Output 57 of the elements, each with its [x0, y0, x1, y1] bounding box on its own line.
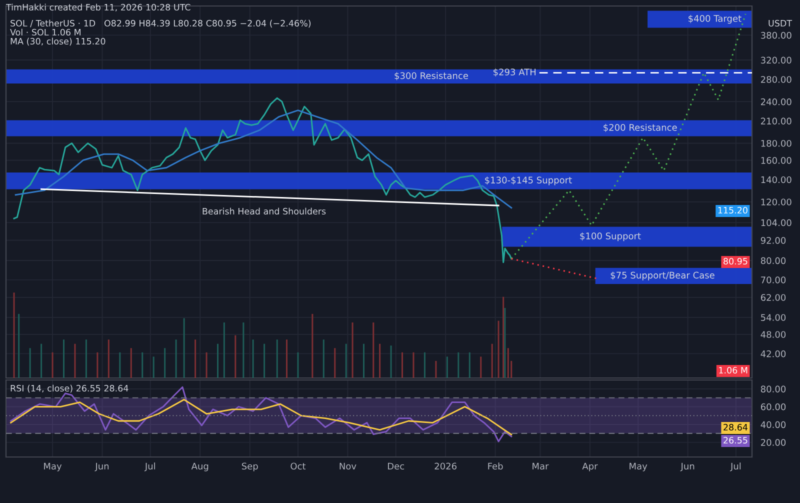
x-tick-label: Mar	[532, 462, 549, 470]
y-tick-label: 80.00	[760, 257, 786, 264]
annotation: 1.06 M	[719, 366, 748, 374]
line-series	[10, 398, 512, 436]
x-tick-label: Jun	[680, 462, 694, 472]
annotation: MA (30, close) 115.20	[10, 38, 106, 46]
annotation: SOL / TetherUS · 1D O82.99 H84.39 L80.28 C80.95 −2.04 (−2.46%)	[10, 20, 311, 28]
x-tick-label: May	[44, 462, 62, 472]
y-tick-label: 140.00	[761, 176, 792, 184]
line-series	[10, 386, 512, 442]
y-tick-label: 54.00	[761, 314, 786, 321]
y-tick-label: 92.00	[760, 237, 786, 244]
band-label: $300 Resistance	[394, 72, 468, 80]
annotation: Bearish Head and Shoulders	[202, 208, 326, 215]
x-tick-label: May	[630, 462, 648, 472]
y-tick-label: 60.00	[760, 403, 786, 410]
annotation: 80.95	[724, 258, 748, 265]
x-tick-label: Nov	[340, 462, 356, 470]
y-tick-label: 80.00	[760, 386, 786, 392]
x-tick-label: Jul	[730, 462, 741, 472]
y-tick-label: 240.00	[760, 98, 792, 106]
x-tick-label: Aug	[191, 462, 208, 472]
x-tick-label: Oct	[290, 462, 306, 470]
band-label: $130-$145 Support	[485, 176, 572, 186]
annotation: TimHakki created Feb 11, 2026 10:28 UTC	[6, 4, 190, 12]
y-tick-label: 180.00	[761, 140, 792, 147]
y-tick-label: 62.00	[760, 294, 786, 301]
band-label: $75 Support/Bear Case	[610, 272, 714, 280]
y-tick-label: 70.00	[761, 276, 786, 284]
band-label: $100 Support	[580, 232, 641, 242]
annotation: 26.55	[724, 436, 748, 444]
x-tick-label: Jul	[144, 462, 155, 472]
y-tick-label: 42.00	[760, 350, 786, 358]
text: USDT	[768, 20, 792, 27]
y-tick-label: 20.00	[760, 439, 786, 446]
annotation: RSI (14, close) 26.55 28.64	[10, 384, 128, 393]
annotation: 115.20	[718, 206, 748, 214]
band-label: $200 Resistance	[604, 124, 677, 132]
y-tick-label: 104.00	[761, 219, 792, 226]
y-tick-label: 280.00	[760, 76, 792, 83]
x-tick-label: Feb	[488, 462, 503, 470]
x-tick-label: 2026	[434, 462, 456, 470]
x-tick-label: Jun	[94, 462, 109, 472]
y-tick-label: 210.00	[760, 118, 792, 125]
y-tick-label: 160.00	[761, 157, 792, 164]
ref-line-label: $293 ATH	[494, 68, 536, 77]
x-tick-label: Sep	[242, 462, 258, 472]
annotation: 28.64	[724, 424, 748, 431]
y-tick-label: 120.00	[761, 198, 792, 206]
y-tick-label: 320.00	[761, 56, 792, 64]
y-tick-label: 40.00	[760, 421, 786, 428]
y-tick-label: 380.00	[761, 32, 792, 39]
x-tick-label: Apr	[582, 462, 598, 472]
y-tick-label: 48.00	[760, 331, 786, 338]
annotation: Vol · SOL 1.06 M	[10, 28, 80, 36]
x-tick-label: Dec	[388, 462, 404, 470]
band-label: $400 Target	[688, 14, 742, 24]
